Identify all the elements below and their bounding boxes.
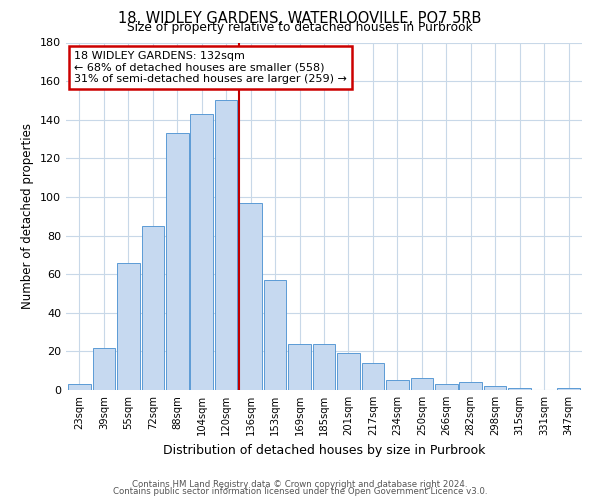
Bar	[386, 380, 409, 390]
Bar	[362, 363, 384, 390]
X-axis label: Distribution of detached houses by size in Purbrook: Distribution of detached houses by size …	[163, 444, 485, 456]
Bar	[288, 344, 311, 390]
Bar	[410, 378, 433, 390]
Bar	[337, 354, 360, 390]
Bar	[484, 386, 506, 390]
Bar	[117, 262, 140, 390]
Bar	[557, 388, 580, 390]
Bar	[264, 280, 286, 390]
Bar	[215, 100, 238, 390]
Bar	[239, 202, 262, 390]
Bar	[313, 344, 335, 390]
Bar	[508, 388, 531, 390]
Text: 18, WIDLEY GARDENS, WATERLOOVILLE, PO7 5RB: 18, WIDLEY GARDENS, WATERLOOVILLE, PO7 5…	[118, 11, 482, 26]
Bar	[92, 348, 115, 390]
Text: Contains HM Land Registry data © Crown copyright and database right 2024.: Contains HM Land Registry data © Crown c…	[132, 480, 468, 489]
Text: 18 WIDLEY GARDENS: 132sqm
← 68% of detached houses are smaller (558)
31% of semi: 18 WIDLEY GARDENS: 132sqm ← 68% of detac…	[74, 51, 347, 84]
Bar	[190, 114, 213, 390]
Bar	[142, 226, 164, 390]
Bar	[460, 382, 482, 390]
Bar	[166, 133, 188, 390]
Text: Size of property relative to detached houses in Purbrook: Size of property relative to detached ho…	[127, 22, 473, 35]
Text: Contains public sector information licensed under the Open Government Licence v3: Contains public sector information licen…	[113, 487, 487, 496]
Bar	[68, 384, 91, 390]
Bar	[435, 384, 458, 390]
Y-axis label: Number of detached properties: Number of detached properties	[22, 123, 34, 309]
